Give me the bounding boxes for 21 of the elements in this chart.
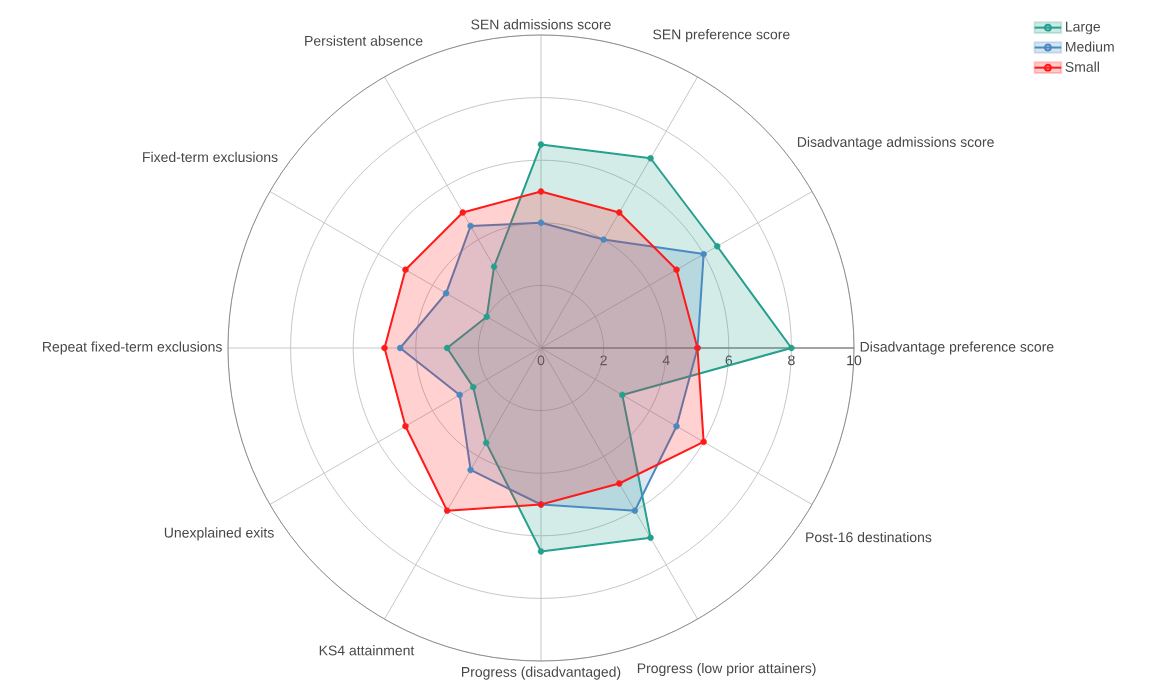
y-tick-label: 8 [788, 355, 795, 366]
spoke-label: Progress (disadvantaged) [462, 666, 621, 680]
y-tick-label: 4 [662, 355, 670, 365]
spoke-label: Repeat fixed-term exclusions [43, 341, 222, 355]
spoke-label: SEN admissions score [471, 19, 611, 30]
spoke-label: Persistent absence [305, 35, 423, 46]
spoke-label: Progress (low prior attainers) [637, 662, 816, 677]
y-tick-label: 0 [537, 355, 545, 366]
y-tick-label: 2 [600, 355, 607, 366]
spoke-label: KS4 attainment [319, 645, 415, 656]
y-tick-label: 6 [725, 355, 733, 366]
spoke-label: Fixed-term exclusions [143, 151, 278, 163]
spoke-label: Disadvantage admissions score [797, 136, 994, 150]
spoke-label: Disadvantage preference score [860, 341, 1054, 355]
y-tick-label: 10 [847, 355, 862, 366]
legend-label: Medium [1066, 41, 1114, 52]
legend-label: Large [1066, 21, 1101, 35]
spoke-label: Unexplained exits [164, 527, 274, 541]
spoke-label: Post-16 destinations [806, 531, 932, 543]
legend-label: Small [1065, 61, 1099, 72]
spoke-label: SEN preference score [653, 29, 790, 43]
